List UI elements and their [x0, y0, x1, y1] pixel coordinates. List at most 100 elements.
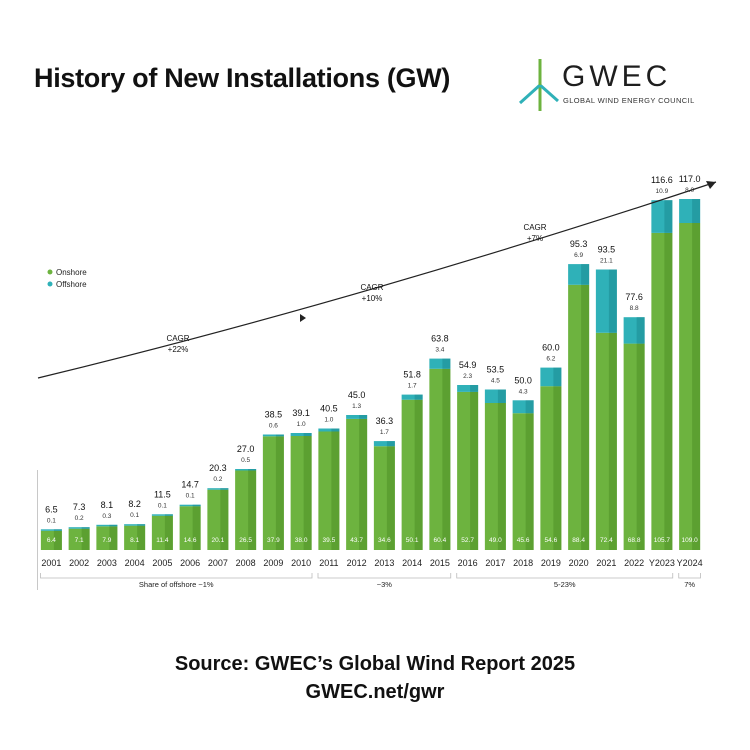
year-tick-label: 2012 — [347, 558, 367, 568]
onshore-value-label: 68.8 — [628, 537, 641, 544]
year-tick-label: 2006 — [180, 558, 200, 568]
bar-onshore-shade-2014 — [414, 399, 423, 550]
offshore-value-label: 0.5 — [241, 457, 250, 464]
year-tick-label: 2019 — [541, 558, 561, 568]
offshore-value-label: 0.2 — [75, 515, 84, 522]
bar-offshore-shade-Y2023 — [664, 200, 673, 233]
offshore-value-label: 0.6 — [269, 423, 278, 430]
total-value-label: 116.6 — [651, 175, 673, 185]
onshore-value-label: 14.6 — [184, 537, 197, 544]
gwec-logo — [518, 59, 559, 111]
bar-offshore-2001 — [40, 529, 62, 531]
bar-offshore-shade-2003 — [109, 524, 118, 527]
onshore-value-label: 109.0 — [681, 537, 698, 544]
guide-layer — [37, 470, 701, 590]
offshore-value-label: 0.1 — [158, 502, 167, 509]
bar-offshore-2003 — [96, 524, 118, 527]
share-label: 5-23% — [554, 580, 576, 589]
bar-onshore-shade-Y2024 — [692, 223, 701, 550]
bar-offshore-shade-2016 — [470, 385, 479, 392]
total-value-label: 77.6 — [625, 292, 643, 302]
onshore-value-label: 7.9 — [102, 537, 111, 544]
bar-offshore-2007 — [207, 488, 229, 490]
year-tick-label: Y2024 — [677, 558, 703, 568]
total-value-label: 6.5 — [45, 504, 58, 514]
total-value-label: 11.5 — [154, 489, 171, 499]
bar-offshore-shade-2007 — [220, 488, 229, 490]
bar-offshore-shade-2008 — [248, 469, 257, 471]
bar-offshore-2010 — [290, 433, 312, 436]
label-layer: 6.4 0.1 6.5 2001 7.1 0.2 7.3 2002 7.9 0.3 8.1 2003 8… — [41, 174, 702, 568]
bar-offshore-shade-Y2024 — [692, 199, 701, 223]
cagr-mid-arrow-icon — [300, 314, 306, 322]
bar-onshore-shade-2007 — [220, 489, 229, 550]
total-value-label: 50.0 — [514, 375, 532, 385]
bar-onshore-shade-2001 — [53, 530, 62, 550]
year-tick-label: 2017 — [485, 558, 505, 568]
logo-subtitle: GLOBAL WIND ENERGY COUNCIL — [563, 96, 695, 105]
source-url[interactable]: GWEC.net/gwr — [305, 681, 445, 703]
offshore-value-label: 2.3 — [463, 373, 472, 380]
offshore-value-label: 1.0 — [297, 421, 306, 428]
offshore-value-label: 6.9 — [574, 252, 583, 259]
year-tick-label: 2005 — [152, 558, 172, 568]
bar-offshore-shade-2020 — [581, 264, 590, 285]
bar-offshore-shade-2014 — [414, 394, 423, 400]
bar-offshore-2012 — [346, 415, 368, 419]
wind-turbine-icon — [518, 59, 559, 111]
total-value-label: 63.8 — [431, 334, 449, 344]
onshore-value-label: 8.1 — [130, 537, 139, 544]
total-value-label: 40.5 — [320, 404, 338, 414]
total-value-label: 8.1 — [101, 500, 114, 510]
onshore-value-label: 38.0 — [295, 537, 308, 544]
total-value-label: 45.0 — [348, 390, 366, 400]
bar-offshore-2015 — [429, 358, 451, 369]
year-tick-label: 2010 — [291, 558, 311, 568]
bar-offshore-shade-2012 — [359, 415, 368, 419]
bar-offshore-2006 — [179, 504, 201, 507]
offshore-value-label: 1.0 — [324, 417, 333, 424]
onshore-value-label: 105.7 — [654, 537, 671, 544]
bar-offshore-shade-2001 — [53, 529, 62, 531]
bar-onshore-shade-2006 — [192, 506, 201, 550]
cagr-arrowhead-icon — [706, 181, 716, 189]
cagr-label: CAGR — [166, 334, 189, 343]
offshore-value-label: 3.4 — [435, 347, 444, 354]
total-value-label: 36.3 — [376, 416, 394, 426]
offshore-value-label: 1.7 — [408, 383, 417, 390]
year-tick-label: Y2023 — [649, 558, 675, 568]
bar-offshore-2009 — [262, 434, 284, 437]
year-tick-label: 2011 — [319, 558, 338, 568]
cagr-label: CAGR — [523, 223, 546, 232]
total-value-label: 20.3 — [209, 463, 227, 473]
total-value-label: 38.5 — [265, 410, 283, 420]
year-tick-label: 2001 — [41, 558, 61, 568]
offshore-value-label: 1.7 — [380, 429, 389, 436]
installations-chart: 6.4 0.1 6.5 2001 7.1 0.2 7.3 2002 7.9 0.3 8.1 2003 8… — [37, 174, 717, 590]
year-tick-label: 2018 — [513, 558, 533, 568]
bar-offshore-shade-2015 — [442, 358, 451, 369]
bar-onshore-shade-2021 — [608, 332, 617, 550]
total-value-label: 53.5 — [487, 365, 505, 375]
bar-offshore-shade-2004 — [137, 524, 146, 526]
onshore-value-label: 88.4 — [572, 537, 585, 544]
bar-offshore-2014 — [401, 394, 423, 400]
bar-offshore-shade-2005 — [164, 514, 173, 516]
total-value-label: 27.0 — [237, 444, 255, 454]
legend-label: Offshore — [56, 280, 87, 289]
offshore-value-label: 6.2 — [546, 356, 555, 363]
share-bracket — [40, 573, 313, 579]
bar-offshore-2013 — [373, 441, 395, 447]
year-tick-label: 2013 — [374, 558, 394, 568]
bar-onshore-shade-Y2023 — [664, 232, 673, 550]
bar-onshore-shade-2009 — [275, 436, 284, 550]
onshore-value-label: 60.4 — [434, 537, 447, 544]
year-tick-label: 2007 — [208, 558, 228, 568]
onshore-value-label: 34.6 — [378, 537, 391, 544]
bar-offshore-shade-2011 — [331, 428, 340, 432]
onshore-value-label: 54.6 — [545, 537, 558, 544]
offshore-value-label: 4.3 — [519, 388, 528, 395]
bar-offshore-2002 — [68, 527, 90, 529]
bar-onshore-shade-2008 — [248, 470, 257, 550]
bar-offshore-shade-2006 — [192, 504, 201, 507]
